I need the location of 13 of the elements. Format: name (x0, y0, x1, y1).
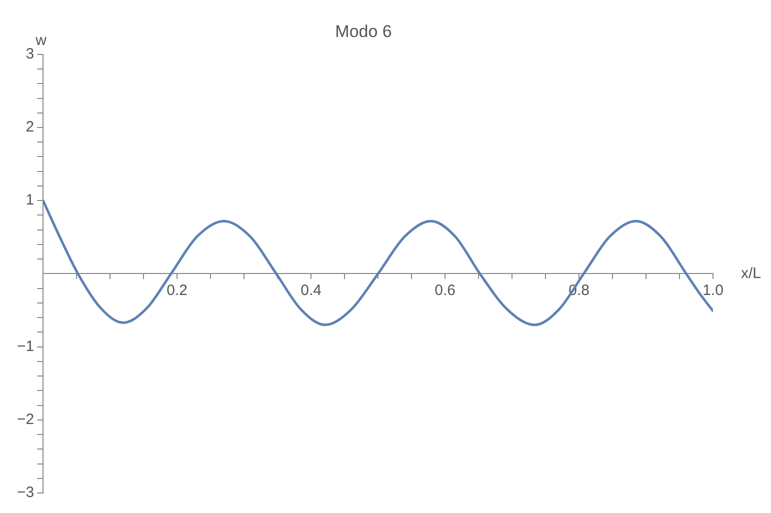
x-tick-label: 1.0 (702, 282, 724, 299)
x-axis-title: x/L (741, 264, 762, 282)
x-tick-label: 0.4 (300, 282, 322, 299)
y-tick-label: 1 (26, 192, 34, 209)
y-axis-title: w (34, 32, 47, 50)
x-tick-label: 0.6 (434, 282, 456, 299)
y-tick-label: 3 (26, 46, 34, 63)
chart-title: Modo 6 (335, 22, 392, 41)
y-tick-label: −1 (16, 338, 34, 355)
y-tick-label: −3 (16, 484, 34, 502)
x-tick-label: 0.2 (166, 282, 188, 299)
y-tick-label: −2 (16, 411, 34, 428)
y-tick-label: 2 (26, 118, 34, 136)
